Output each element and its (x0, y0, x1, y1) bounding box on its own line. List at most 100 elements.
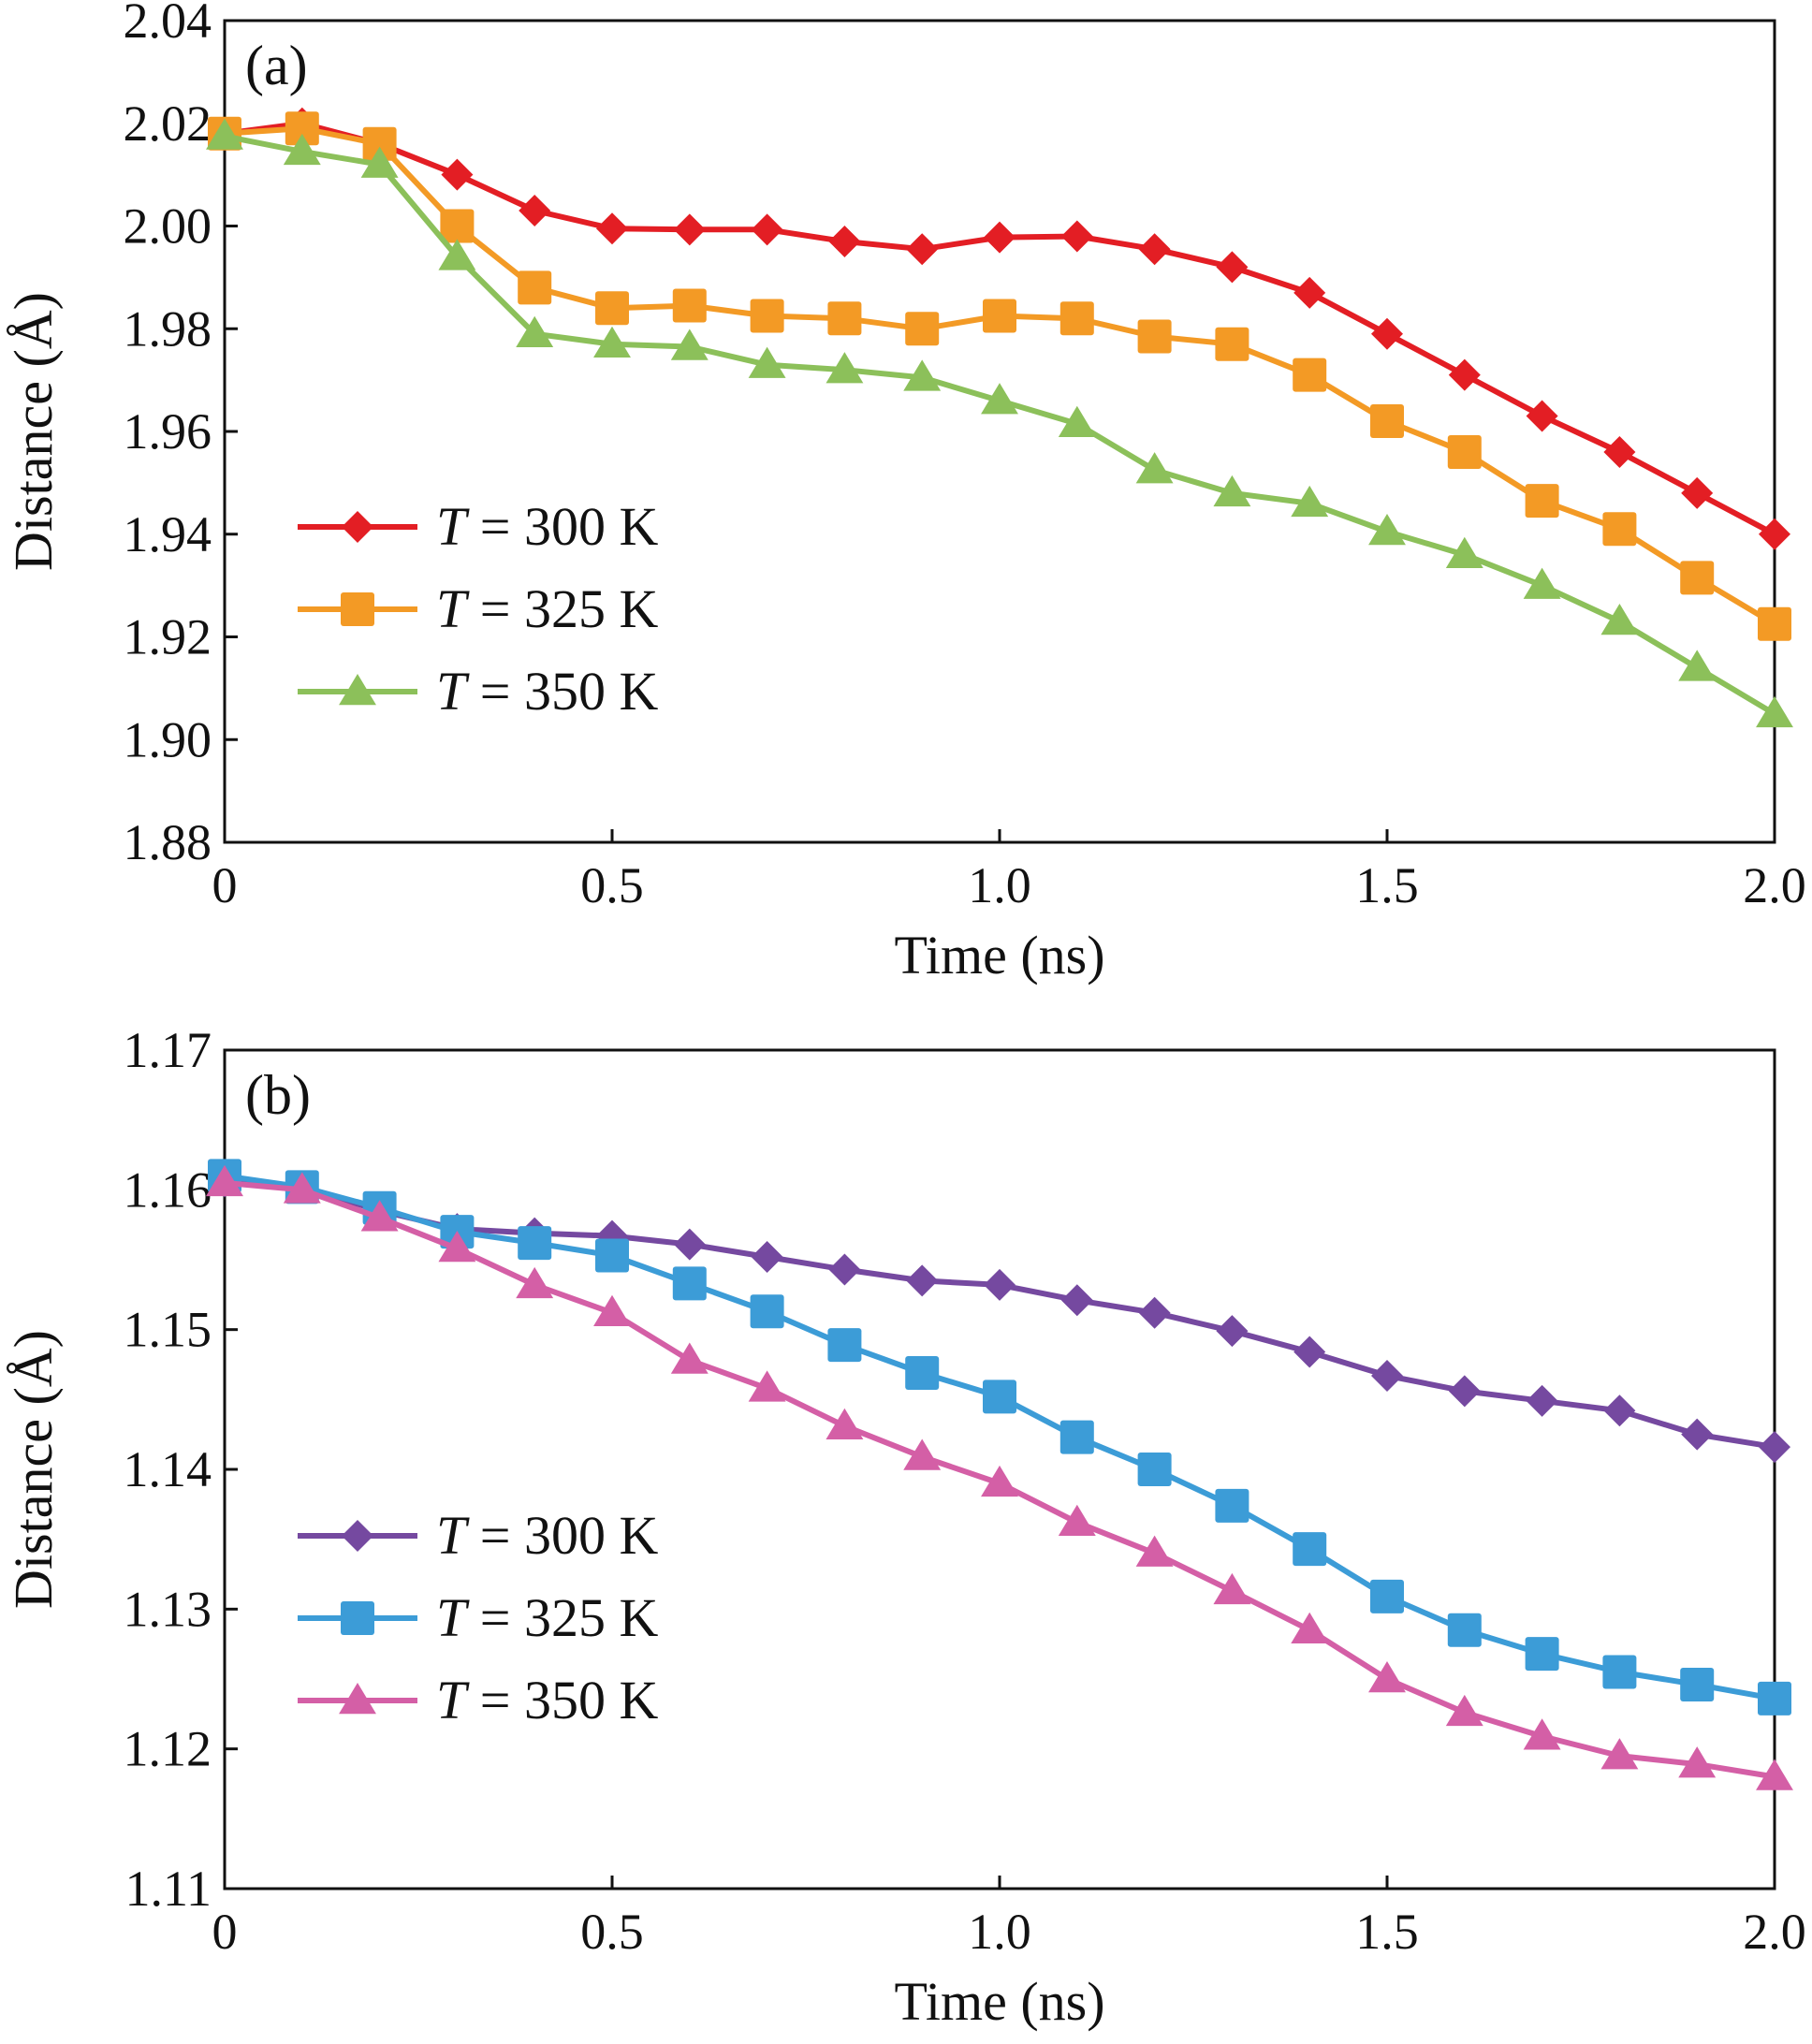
y-tick-label: 1.88 (124, 814, 212, 870)
data-point (1600, 604, 1639, 635)
data-point (1523, 567, 1561, 599)
data-point (984, 1268, 1016, 1301)
data-point (826, 352, 864, 384)
data-point (518, 1226, 552, 1261)
legend-marker (342, 511, 373, 543)
data-point (595, 291, 629, 326)
y-tick-label: 2.02 (124, 95, 212, 152)
data-point (1058, 1504, 1096, 1536)
data-point (595, 1238, 629, 1273)
data-point (826, 1408, 864, 1439)
panel-b: 1.11 1.12 1.13 1.14 1.15 1.16 1.17 0 0.5 1.0 1.5 2.… (3, 1022, 1806, 2032)
data-point (827, 1328, 862, 1363)
y-tick-label: 1.11 (125, 1861, 212, 1917)
data-point (1681, 1418, 1714, 1451)
data-point (1059, 301, 1094, 336)
data-point (670, 1342, 709, 1374)
series-2 (206, 118, 1793, 728)
data-point (1293, 276, 1326, 309)
data-point (1138, 1296, 1171, 1329)
legend-entry: T = 300 K (298, 496, 658, 557)
data-point (1445, 1694, 1483, 1727)
series-0 (209, 1165, 1790, 1464)
data-point (593, 1294, 631, 1326)
y-tick-label: 1.17 (124, 1022, 212, 1078)
y-tick-label: 1.15 (124, 1302, 212, 1358)
x-tick-label: 0 (212, 1904, 238, 1960)
y-axis-label: Distance (Å) (3, 292, 64, 571)
data-point (1059, 1420, 1094, 1454)
data-point (981, 383, 1018, 415)
y-tick-label: 1.96 (124, 403, 212, 460)
data-point (360, 1200, 399, 1232)
data-point (1759, 518, 1790, 550)
data-point (593, 326, 631, 358)
y-tick-label: 2.00 (124, 198, 212, 255)
data-point (984, 221, 1016, 254)
data-point (360, 146, 399, 178)
data-point (1680, 561, 1715, 595)
data-point (1213, 1572, 1251, 1605)
data-point (1137, 1453, 1172, 1486)
data-point (672, 288, 707, 323)
data-point (518, 270, 552, 305)
y-tick-label: 1.12 (124, 1721, 212, 1777)
data-point (283, 133, 321, 166)
data-point (438, 239, 476, 270)
legend-label-variable: T (436, 661, 470, 722)
data-point (206, 118, 243, 150)
data-point (1756, 695, 1793, 728)
data-point (1368, 1661, 1406, 1693)
data-point (1135, 452, 1174, 484)
data-point (983, 299, 1016, 333)
data-point (283, 1172, 321, 1204)
panel-label: (a) (245, 35, 308, 96)
data-point (1523, 1718, 1561, 1750)
data-point (1291, 1612, 1329, 1643)
x-tick-label: 0.5 (580, 857, 644, 913)
data-point (1681, 476, 1714, 509)
data-point (1293, 1336, 1326, 1368)
data-point (1678, 1746, 1717, 1778)
data-point (1758, 606, 1791, 641)
data-point (1293, 1532, 1327, 1567)
y-tick-label: 1.92 (124, 609, 212, 665)
data-point (905, 312, 940, 346)
data-point (1525, 484, 1559, 518)
data-point (1370, 404, 1404, 439)
legend-entry: T = 350 K (298, 661, 658, 722)
y-tick-label: 1.98 (124, 300, 212, 357)
data-point (1215, 1488, 1249, 1523)
data-point (285, 111, 319, 146)
legend-marker (341, 592, 374, 626)
y-tick-label: 2.04 (124, 0, 212, 49)
legend-label-variable: T (436, 1505, 470, 1566)
legend-label-value: = 350 K (466, 661, 658, 722)
data-point (1135, 1535, 1174, 1567)
legend-label-variable: T (436, 496, 470, 557)
data-point (1680, 1667, 1715, 1701)
data-point (1138, 233, 1171, 266)
data-point (1371, 317, 1403, 350)
data-point (206, 1164, 243, 1197)
data-point (441, 158, 474, 191)
legend-label-value: = 350 K (466, 1670, 658, 1730)
data-point (1603, 1394, 1636, 1427)
data-point (751, 1241, 783, 1274)
data-point (672, 1266, 707, 1301)
data-point (1758, 1681, 1791, 1716)
legend-marker (339, 674, 376, 706)
y-tick-label: 1.14 (124, 1441, 212, 1497)
legend-marker (339, 1683, 376, 1715)
legend-entry: T = 350 K (298, 1670, 658, 1730)
data-point (1216, 251, 1249, 284)
data-point (1060, 220, 1093, 253)
data-point (828, 225, 861, 257)
data-point (981, 1465, 1018, 1497)
x-tick-label: 0 (212, 857, 238, 913)
x-tick-label: 1.0 (968, 1904, 1031, 1960)
data-point (748, 346, 786, 378)
data-point (750, 1294, 784, 1329)
x-tick-label: 1.5 (1355, 857, 1419, 913)
legend-label: T = 325 K (436, 578, 658, 639)
